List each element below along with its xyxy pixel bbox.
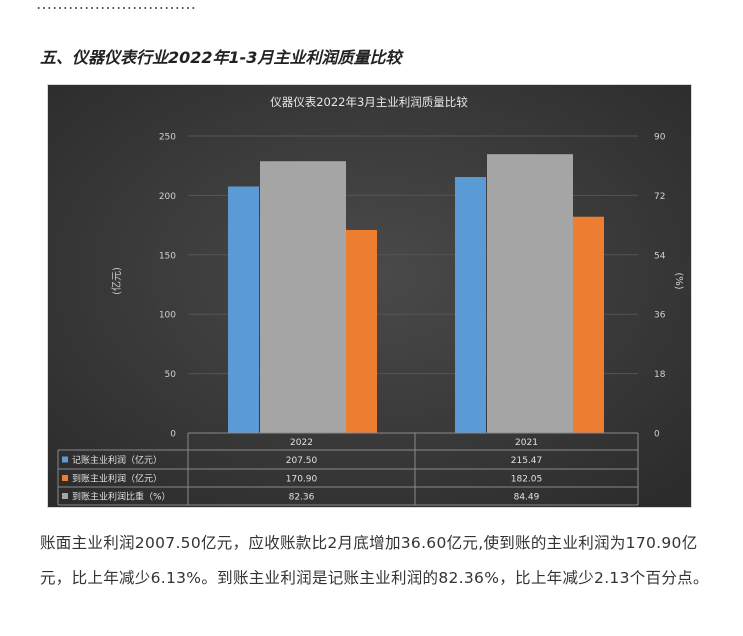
table-cell: 82.36 [289, 493, 315, 503]
table-cell: 207.50 [286, 456, 318, 466]
y-tick-label: 0 [170, 430, 176, 440]
bar-received-ratio-2022 [260, 161, 346, 433]
y2-tick-label: 0 [654, 430, 660, 440]
bars [228, 154, 604, 434]
y2-tick-label: 54 [654, 251, 666, 261]
bar-received-ratio-2021 [487, 154, 573, 434]
y-tick-label: 250 [159, 133, 176, 143]
previous-paragraph-fragment: ………………………… [36, 0, 196, 13]
legend-swatch [62, 493, 68, 499]
y2-axis-label: (%) [673, 272, 684, 289]
y2-tick-label: 18 [654, 370, 666, 380]
y-tick-label: 100 [159, 311, 176, 321]
bar-received-profit-2022 [346, 229, 377, 433]
y2-tick-label: 36 [654, 311, 666, 321]
table-cell: 84.49 [514, 493, 540, 503]
table-cell: 215.47 [511, 456, 543, 466]
section-heading: 五、仪器仪表行业2022年1-3月主业利润质量比较 [40, 48, 402, 67]
y-tick-label: 200 [159, 192, 176, 202]
axis-ticks: 0 50 100 150 200 250 0 18 36 54 72 90 [159, 133, 666, 440]
analysis-paragraph: 账面主业利润2007.50亿元，应收账款比2月底增加36.60亿元,使到账的主业… [40, 534, 709, 587]
legend-swatch [62, 456, 68, 463]
legend-entry: 记账主业利润（亿元） [72, 454, 162, 466]
chart-image: 仪器仪表2022年3月主业利润质量比较 (亿元) (%) 0 50 100 150 20… [47, 84, 692, 508]
legend-entry: 到账主业利润比重（%） [72, 491, 171, 503]
bar-received-profit-2021 [573, 216, 604, 433]
table-category-2022: 2022 [290, 438, 313, 448]
y-tick-label: 50 [165, 370, 177, 380]
legend-swatch [62, 475, 68, 481]
data-table: 2022 2021 记账主业利润（亿元） 207.50 215.47 到账主业利润（亿元）… [57, 432, 639, 506]
bar-chart: 仪器仪表2022年3月主业利润质量比较 (亿元) (%) 0 50 100 150 20… [48, 85, 691, 507]
table-cell: 182.05 [511, 475, 543, 485]
bar-booked-profit-2021 [455, 177, 486, 433]
y-tick-label: 150 [159, 251, 176, 261]
legend-entry: 到账主业利润（亿元） [72, 473, 162, 485]
y-axis-label: (亿元) [110, 267, 123, 295]
bar-booked-profit-2022 [228, 186, 259, 433]
chart-title: 仪器仪表2022年3月主业利润质量比较 [270, 95, 468, 109]
table-cell: 170.90 [286, 475, 318, 485]
y2-tick-label: 90 [654, 133, 666, 143]
table-category-2021: 2021 [515, 438, 538, 448]
y2-tick-label: 72 [654, 192, 665, 202]
